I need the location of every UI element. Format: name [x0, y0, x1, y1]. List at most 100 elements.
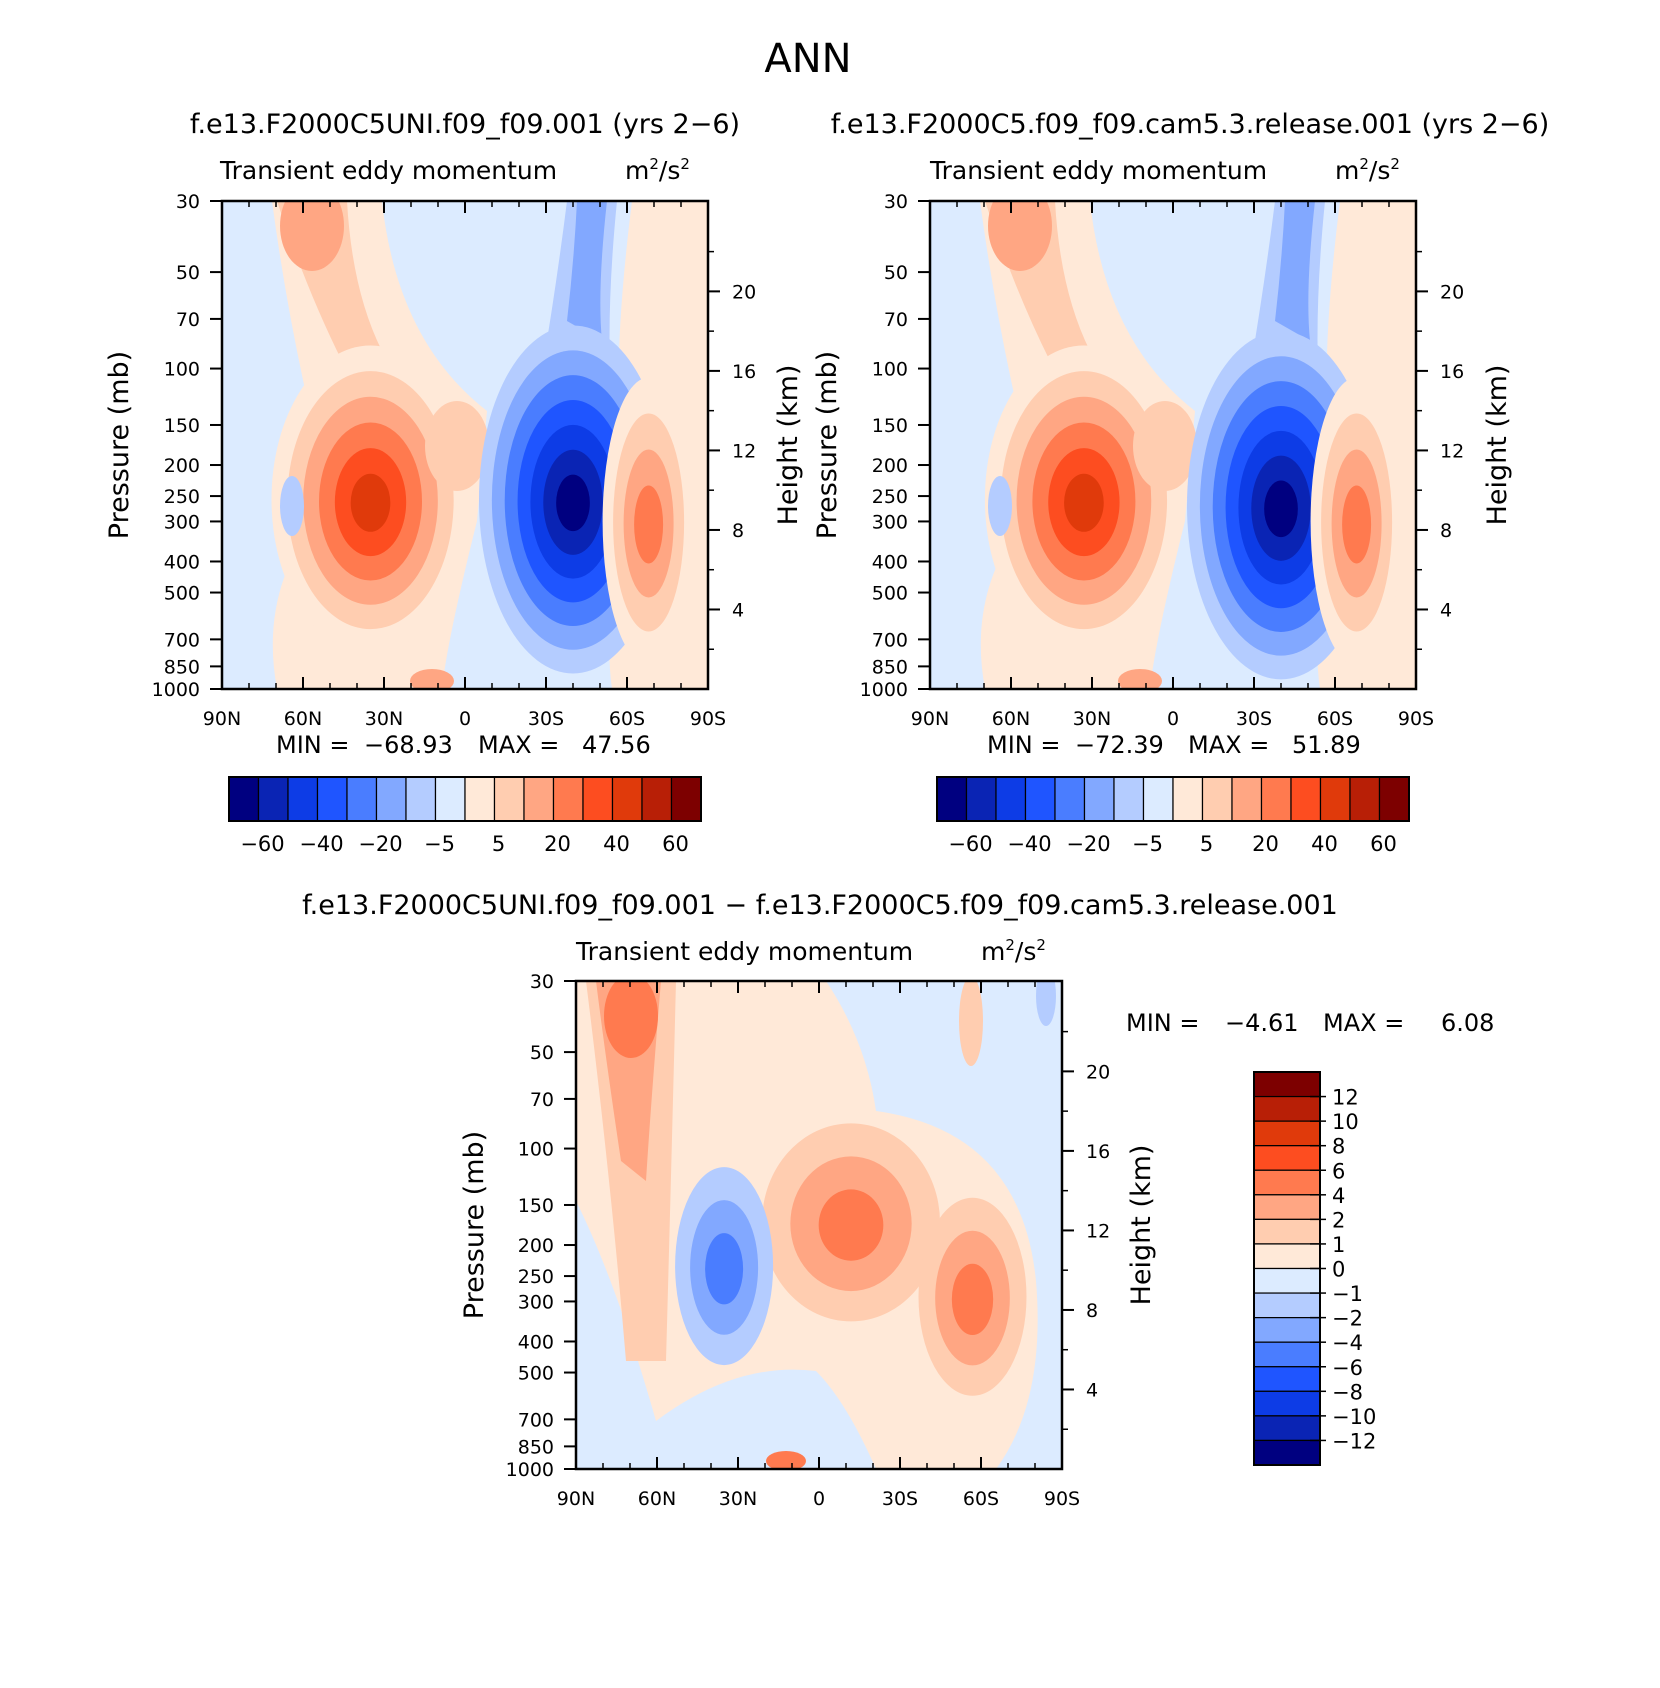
panel-b-y-tick-label: 850 [872, 656, 908, 678]
panel-b-negative-core [1264, 480, 1298, 538]
panel-c-negative-core [705, 1233, 744, 1305]
panel-c-y-tick-label: 850 [518, 1436, 554, 1458]
panel-c-y2-tick-label: 16 [1086, 1141, 1110, 1163]
panel-b-colorbar-box [965, 776, 997, 822]
panel-c-y-tick-label: 400 [518, 1331, 554, 1353]
panel-a-upper-positive-core [280, 201, 344, 271]
panel-c-max-label: MAX = [1323, 1009, 1404, 1037]
panel-c-negative-region-upper-south [826, 981, 1062, 1469]
panel-c-colorbar-label: 4 [1332, 1184, 1345, 1208]
panel-a-negative-core [556, 474, 590, 532]
panel-c-y-tick-label: 700 [518, 1409, 554, 1431]
panel-c-colorbar-label: 8 [1332, 1135, 1345, 1159]
panel-b-colorbar-label: 40 [1311, 832, 1338, 856]
panel-a-colorbar-label: −20 [358, 832, 402, 856]
panel-b-units: m2/s2 [1335, 155, 1400, 185]
panel-a-y-tick-label: 200 [164, 455, 200, 477]
panel-c-max-value: 6.08 [1441, 1009, 1494, 1037]
panel-c-ylabel: Pressure (mb) [459, 1131, 490, 1319]
panel-b-x-tick-label: 30N [1073, 708, 1111, 730]
panel-b-colorbar-box [1054, 776, 1086, 822]
panel-a-axes: 90N 60N 30N 0 30S 60S 90S 30 50 70 100 150 200 250 300… [152, 191, 757, 730]
panel-c-y-tick-label: 150 [518, 1195, 554, 1217]
panel-c-colorbar-label: −6 [1332, 1356, 1363, 1380]
panel-a-upper-negative-core [567, 201, 607, 341]
panel-a-weak-negative-spot [280, 476, 304, 536]
panel-c-y2-tick-label: 12 [1086, 1220, 1110, 1242]
panel-a-colorbar-box [228, 776, 260, 822]
panel-c-colorbar-label: −12 [1332, 1429, 1376, 1453]
panel-c-min-label: MIN = [1126, 1009, 1199, 1037]
panel-b-colorbar-box [1172, 776, 1204, 822]
panel-a-x-tick-label: 0 [459, 708, 471, 730]
panel-c-colorbar-box [1253, 1390, 1321, 1417]
panel-c-positive-core-equatorial [818, 1189, 884, 1261]
panel-c-y-tick-label: 30 [530, 971, 554, 993]
panel-c-x-tick-label: 30S [882, 1488, 918, 1510]
panel-b-contour-field [930, 201, 1416, 689]
panel-c-colorbar-box [1253, 1415, 1321, 1442]
panel-a-y-tick-label: 400 [164, 551, 200, 573]
panel-a-stats: MIN = −68.93 MAX = 47.56 [276, 731, 651, 759]
panel-c-stats: MIN = −4.61 MAX = 6.08 [1126, 1009, 1494, 1037]
panel-c-y2-tick-label: 8 [1086, 1300, 1098, 1322]
panel-c-colorbar-box [1253, 1439, 1321, 1466]
panel-b-colorbar-box [1349, 776, 1381, 822]
panel-a-y-tick-label: 50 [176, 262, 200, 284]
panel-a-colorbar-box [464, 776, 496, 822]
panel-c-contour-field [576, 981, 1062, 1469]
panel-a-colorbar-box [552, 776, 584, 822]
panel-a-y2-tick-label: 4 [732, 599, 744, 621]
panel-b-y-tick-label: 50 [884, 262, 908, 284]
panel-c-y2-tick-label: 4 [1086, 1379, 1098, 1401]
panel-c-colorbar-box [1253, 1120, 1321, 1147]
panel-b-colorbar-label: 5 [1200, 832, 1213, 856]
panel-a-colorbar-label: 5 [492, 832, 505, 856]
panel-a-y2-tick-label: 12 [732, 440, 756, 462]
panel-a-secondary-positive-lobe [425, 401, 489, 491]
panel-c-y-tick-label: 300 [518, 1291, 554, 1313]
panel-b-x-tick-label: 90S [1398, 708, 1434, 730]
panel-b-x-tick-label: 30S [1236, 708, 1272, 730]
panel-c-y-tick-label: 70 [530, 1089, 554, 1111]
panel-c-colorbar-label: 12 [1332, 1086, 1359, 1110]
panel-a-y-tick-label: 1000 [152, 679, 200, 701]
panel-c-colorbar-label: 1 [1332, 1233, 1345, 1257]
panel-top-right: f.e13.F2000C5.f09_f09.cam5.3.release.001… [812, 109, 1549, 856]
panel-b-x-tick-label: 60S [1317, 708, 1353, 730]
panel-a-subtitle: Transient eddy momentum [219, 156, 557, 185]
panel-a-min-value: −68.93 [364, 731, 453, 759]
panel-a-ylabel: Pressure (mb) [104, 351, 135, 539]
panel-c-positive-core-southern [951, 1263, 994, 1336]
panel-b-colorbar-box [1319, 776, 1351, 822]
panel-b-y-tick-label: 250 [872, 486, 908, 508]
panel-b-colorbar-box [1231, 776, 1263, 822]
panel-c-case-title: f.e13.F2000C5UNI.f09_f09.001 − f.e13.F20… [302, 890, 1338, 921]
panel-c-colorbar-box [1253, 1341, 1321, 1368]
panel-difference: f.e13.F2000C5UNI.f09_f09.001 − f.e13.F20… [302, 890, 1494, 1510]
figure-title: ANN [764, 36, 851, 82]
panel-b-colorbar-label: −5 [1132, 832, 1163, 856]
panel-c-positive-column [586, 981, 676, 1361]
panel-b-y-tick-label: 400 [872, 551, 908, 573]
panel-c-units: m2/s2 [981, 936, 1046, 966]
panel-b-y2-tick-label: 12 [1440, 440, 1464, 462]
panel-a-near-surface-positive-spot [410, 669, 454, 689]
panel-a-y-tick-label: 70 [176, 309, 200, 331]
panel-b-max-value: 51.89 [1292, 731, 1361, 759]
panel-b-colorbar-label: −20 [1066, 832, 1110, 856]
panel-a-max-label: MAX = [478, 731, 559, 759]
panel-c-colorbar-box [1253, 1071, 1321, 1098]
panel-c-colorbar-label: −1 [1332, 1282, 1363, 1306]
panel-a-colorbar-box [493, 776, 525, 822]
panel-c-y-tick-label: 1000 [506, 1459, 554, 1481]
panel-a-max-value: 47.56 [582, 731, 651, 759]
panel-b-near-surface-positive-spot [1118, 669, 1162, 689]
panel-b-colorbar-box [1201, 776, 1233, 822]
panel-c-colorbar-label: 2 [1332, 1208, 1345, 1232]
panel-c-axes: 90N 60N 30N 0 30S 60S 90S 30 50 70 100 150 200 250 300… [506, 971, 1111, 1510]
panel-b-southern-positive-core [1342, 485, 1372, 564]
panel-b-ylabel: Pressure (mb) [812, 351, 843, 539]
panel-c-positive-streak [959, 981, 983, 1066]
panel-b-colorbar-box [995, 776, 1027, 822]
